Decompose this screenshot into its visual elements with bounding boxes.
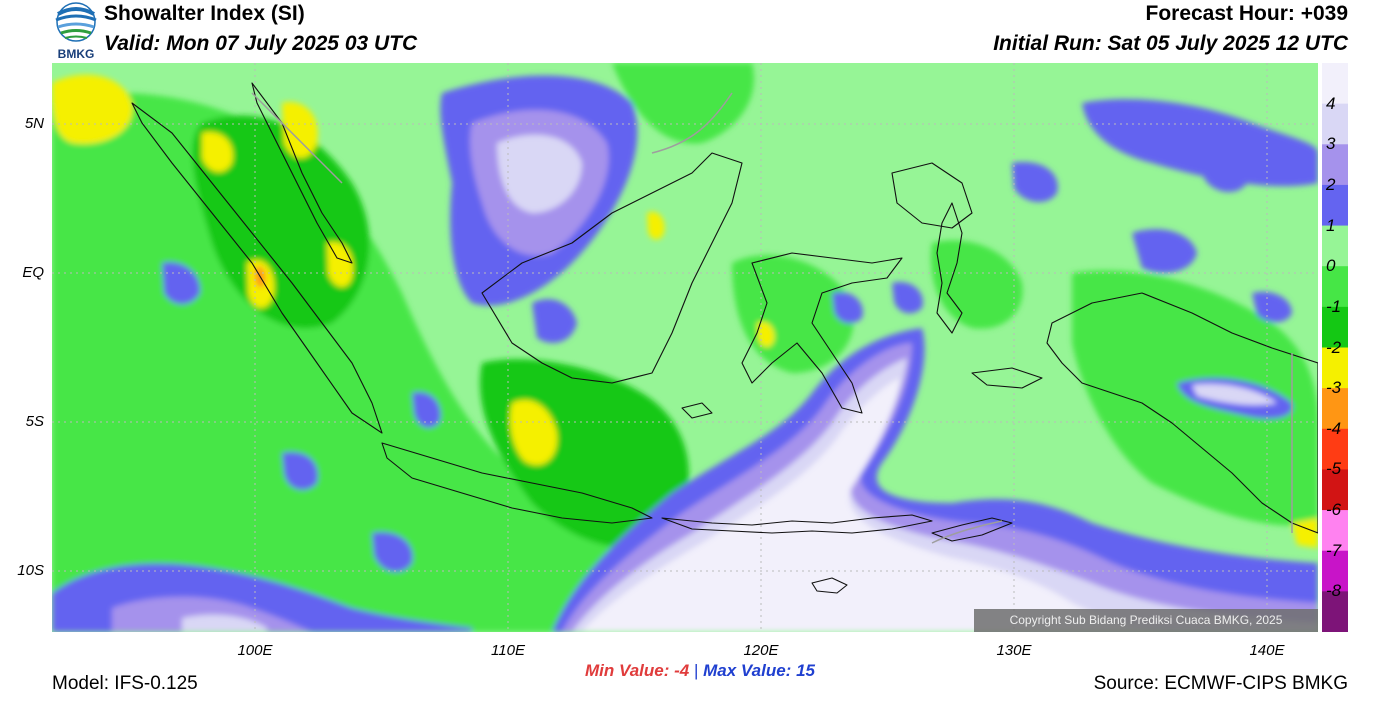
copyright-notice: Copyright Sub Bidang Prediksi Cuaca BMKG…	[974, 609, 1318, 632]
colorbar-label: -8	[1326, 581, 1342, 601]
colorbar-swatch	[1322, 428, 1348, 470]
lat-label-5s: 5S	[25, 413, 44, 430]
model-label: Model: IFS-0.125	[52, 673, 198, 694]
colorbar-label: -4	[1326, 418, 1342, 438]
lat-label-10s: 10S	[17, 562, 44, 579]
colorbar-label: 0	[1326, 256, 1336, 276]
colorbar-swatch	[1322, 469, 1348, 511]
valid-time: Valid: Mon 07 July 2025 03 UTC	[104, 32, 418, 55]
lat-label-5n: 5N	[24, 115, 44, 132]
colorbar-swatch	[1322, 306, 1348, 348]
colorbar-label: -5	[1326, 459, 1342, 479]
colorbar	[1322, 63, 1348, 633]
colorbar-swatch	[1322, 184, 1348, 227]
lon-label-110e: 110E	[491, 642, 525, 659]
colorbar-swatch	[1322, 144, 1348, 186]
min-max-values: Min Value: -4 | Max Value: 15	[0, 661, 1400, 681]
colorbar-swatch	[1322, 63, 1348, 105]
showalter-index-map	[52, 63, 1318, 632]
max-value: 15	[796, 661, 815, 680]
bmkg-logo: BMKG	[52, 2, 100, 61]
source-label: Source: ECMWF-CIPS BMKG	[1093, 673, 1348, 694]
lat-label-eq: EQ	[22, 264, 44, 281]
lon-label-140e: 140E	[1249, 642, 1285, 659]
colorbar-label: 4	[1326, 93, 1336, 113]
colorbar-swatch	[1322, 591, 1348, 633]
colorbar-label: -7	[1326, 540, 1342, 560]
colorbar-label: 1	[1326, 215, 1336, 235]
colorbar-label: 2	[1326, 174, 1336, 194]
lon-label-130e: 130E	[996, 642, 1032, 659]
forecast-hour: Forecast Hour: +039	[1145, 2, 1349, 25]
colorbar-label: -1	[1326, 296, 1342, 316]
colorbar-label: -6	[1326, 500, 1342, 520]
colorbar-swatch	[1322, 266, 1348, 308]
initial-run: Initial Run: Sat 05 July 2025 12 UTC	[993, 32, 1348, 55]
colorbar-swatch	[1322, 550, 1348, 592]
colorbar-swatch	[1322, 103, 1348, 145]
max-value-label: Max Value:	[703, 661, 792, 680]
lon-label-120e: 120E	[743, 642, 779, 659]
colorbar-label: -2	[1326, 337, 1342, 357]
min-max-separator: |	[693, 661, 699, 680]
colorbar-label: 3	[1326, 134, 1336, 154]
min-value-label: Min Value:	[585, 661, 670, 680]
min-value: -4	[674, 661, 690, 680]
colorbar-label: -3	[1326, 378, 1342, 398]
colorbar-swatch	[1322, 510, 1348, 552]
chart-title: Showalter Index (SI)	[104, 2, 305, 25]
colorbar-swatch	[1322, 225, 1348, 267]
svg-text:BMKG: BMKG	[58, 47, 95, 60]
lon-label-100e: 100E	[237, 642, 273, 659]
colorbar-swatch	[1322, 388, 1348, 430]
colorbar-swatch	[1322, 347, 1348, 389]
